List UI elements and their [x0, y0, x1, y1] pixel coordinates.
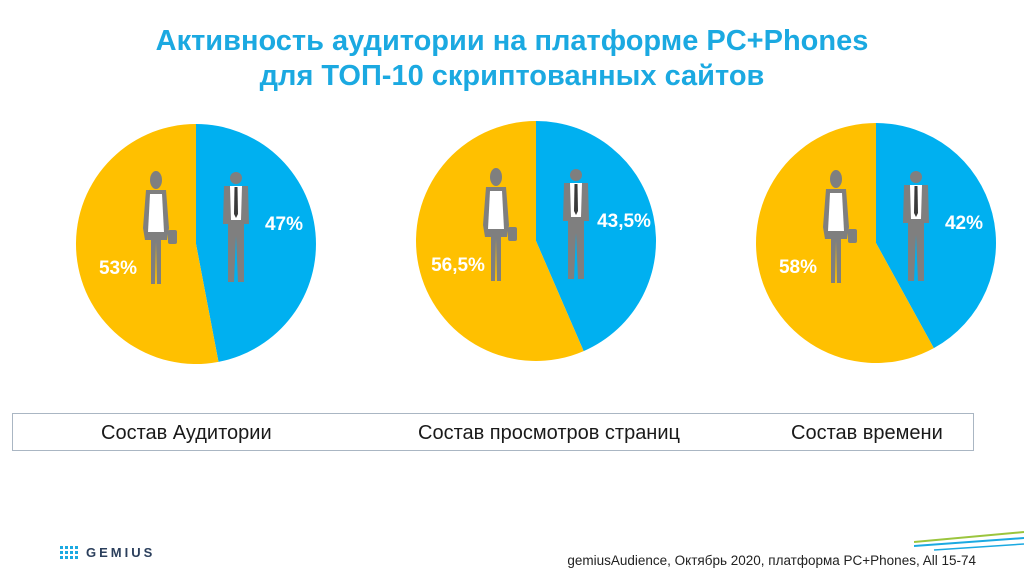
gemius-logo: GEMIUS	[60, 545, 155, 560]
caption-audience: Состав Аудитории	[101, 422, 272, 444]
pie-slice-female	[756, 123, 934, 363]
logo-dots-icon	[60, 546, 78, 559]
pie-slice-male	[876, 123, 997, 349]
logo-text: GEMIUS	[86, 545, 156, 560]
caption-time: Состав времени	[791, 422, 943, 444]
label-male: 42%	[945, 213, 983, 234]
woman-icon	[483, 168, 517, 281]
pie-chart-2: 43,5% 56,5%	[416, 121, 657, 361]
caption-pageviews: Состав просмотров страниц	[418, 422, 680, 444]
pie-slice-male	[196, 124, 316, 362]
label-female: 56,5%	[431, 255, 485, 276]
pie-slice-female	[75, 123, 219, 364]
title-line-2: для ТОП-10 скриптованных сайтов	[259, 60, 765, 92]
woman-icon	[823, 170, 857, 283]
page-title: Активность аудитории на платформе PC+Pho…	[0, 24, 1024, 94]
label-male: 43,5%	[597, 211, 651, 232]
man-icon	[223, 172, 249, 282]
man-icon	[903, 171, 929, 281]
decorative-lines	[914, 531, 1024, 551]
pie-chart-1: 47% 53%	[75, 123, 316, 364]
pie-slice-male	[536, 121, 657, 352]
label-female: 53%	[99, 258, 137, 279]
source-note: gemiusAudience, Октябрь 2020, платформа …	[567, 553, 976, 568]
title-line-1: Активность аудитории на платформе PC+Pho…	[155, 25, 869, 57]
woman-icon	[143, 171, 177, 284]
label-female: 58%	[779, 257, 817, 278]
man-icon	[563, 169, 589, 279]
pie-charts: 47% 53% 43,5% 56,5% 42% 58%	[75, 121, 997, 364]
pie-chart-3: 42% 58%	[756, 123, 997, 363]
label-male: 47%	[265, 214, 303, 235]
captions-bar: Состав Аудитории Состав просмотров стран…	[12, 413, 974, 451]
